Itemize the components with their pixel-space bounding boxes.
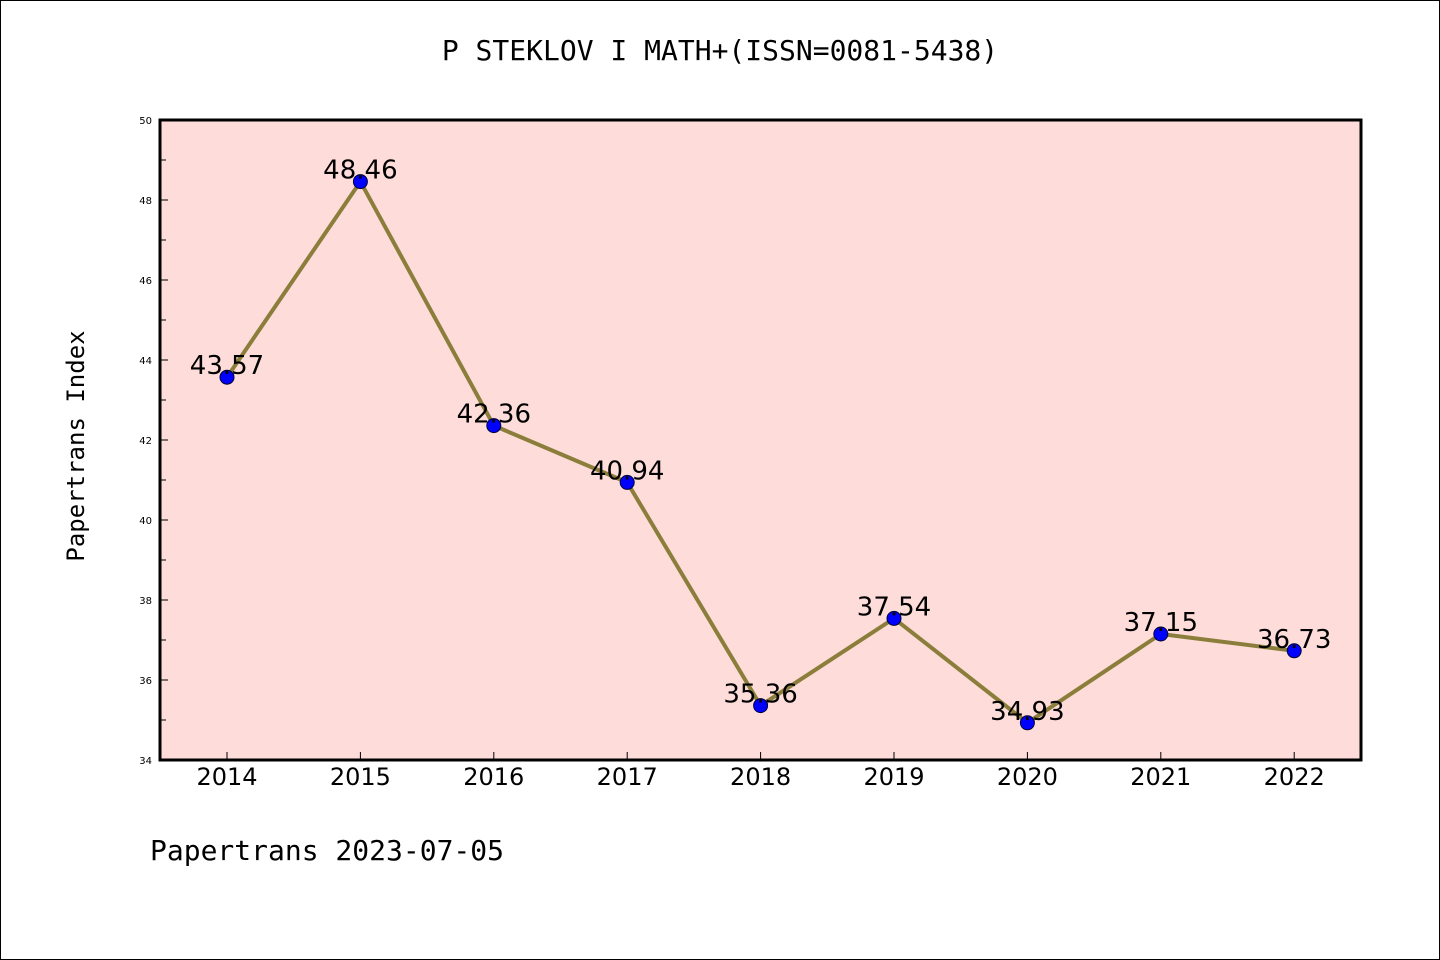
- x-tick-label: 2016: [463, 763, 524, 791]
- data-label: 42.36: [457, 400, 531, 430]
- data-label: 35.36: [723, 680, 797, 710]
- data-point: [1019, 715, 1035, 731]
- y-tick-label: 38: [139, 596, 152, 607]
- x-tick-label: 2019: [863, 763, 924, 791]
- plot-frame: [158, 118, 1363, 762]
- data-point: [219, 369, 235, 385]
- x-tick-label: 2021: [1130, 763, 1191, 791]
- data-label: 37.15: [1124, 608, 1198, 638]
- y-tick-label: 44: [139, 356, 152, 367]
- y-tick-label: 46: [139, 276, 152, 287]
- data-label: 36.73: [1257, 625, 1331, 655]
- data-label: 43.57: [190, 351, 264, 381]
- plot-background: [160, 120, 1361, 760]
- y-tick-label: 50: [139, 116, 152, 127]
- data-point: [619, 474, 635, 490]
- data-label: 40.94: [590, 456, 664, 486]
- y-tick-label: 48: [139, 196, 152, 207]
- x-tick-label: 2015: [330, 763, 391, 791]
- y-tick-label: 42: [139, 436, 152, 447]
- x-tick-label: 2014: [196, 763, 257, 791]
- y-tick-label: 34: [139, 756, 152, 767]
- data-point: [753, 698, 769, 714]
- x-tick-label: 2017: [597, 763, 658, 791]
- x-tick-label: 2018: [730, 763, 791, 791]
- data-label: 34.93: [990, 697, 1064, 727]
- chart-title: P STEKLOV I MATH+(ISSN=0081-5438): [441, 34, 999, 67]
- x-tick-label: 2020: [997, 763, 1058, 791]
- y-tick-label: 40: [139, 516, 152, 527]
- data-label: 48.46: [323, 156, 397, 186]
- data-point: [1286, 643, 1302, 659]
- x-tick-label: 2022: [1264, 763, 1325, 791]
- data-point: [886, 610, 902, 626]
- data-point: [486, 418, 502, 434]
- data-point: [1153, 626, 1169, 642]
- y-tick-label: 36: [139, 676, 152, 687]
- data-point: [352, 174, 368, 190]
- data-label: 37.54: [857, 592, 931, 622]
- footer-caption: Papertrans 2023-07-05: [150, 834, 505, 867]
